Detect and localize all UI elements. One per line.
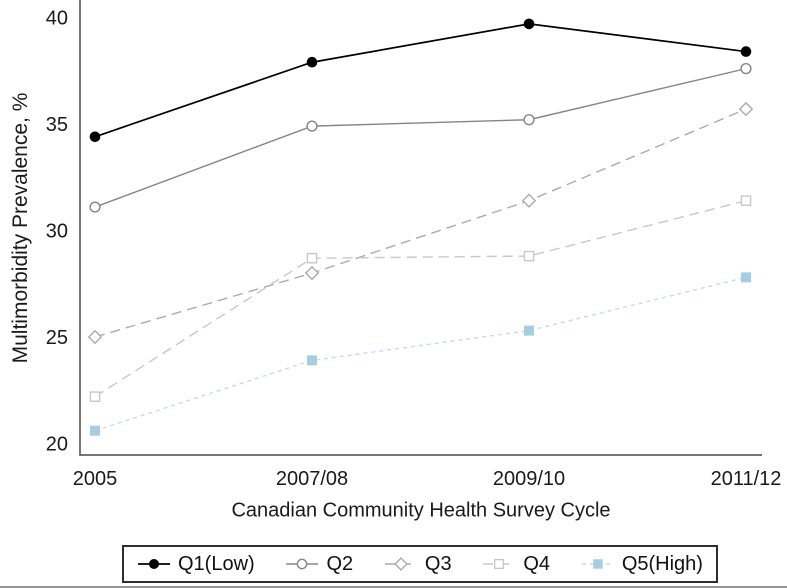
data-point-marker xyxy=(87,329,103,345)
x-axis-title: Canadian Community Health Survey Cycle xyxy=(231,499,611,522)
q4-open-square-marker-icon xyxy=(483,558,516,570)
legend-item-q5-high: Q5(High) xyxy=(581,553,703,576)
series-line-1 xyxy=(94,23,747,138)
legend-label: Q1(Low) xyxy=(178,552,255,575)
data-point-marker xyxy=(306,56,318,68)
data-point-marker xyxy=(89,391,101,402)
data-point-marker xyxy=(494,558,505,570)
data-point-marker xyxy=(740,195,752,206)
x-tick-label: 2007/08 xyxy=(276,468,348,490)
legend: Q1(Low) Q2 Q3 Q4 Q5(High) xyxy=(122,545,718,583)
legend-label: Q3 xyxy=(424,552,452,575)
data-point-marker xyxy=(740,63,752,75)
data-point-marker xyxy=(90,425,100,436)
data-point-marker xyxy=(89,131,101,143)
x-tick-label: 2005 xyxy=(73,468,118,490)
figure-bottom-rule xyxy=(0,586,787,588)
y-tick-label: 25 xyxy=(46,327,68,349)
data-point-marker xyxy=(523,250,535,262)
y-tick-label: 40 xyxy=(46,8,68,30)
data-point-marker xyxy=(148,558,160,570)
legend-item-q2: Q2 xyxy=(285,553,353,576)
series-line-2 xyxy=(94,67,747,208)
x-tick-label: 2011/12 xyxy=(711,468,782,490)
data-point-marker xyxy=(306,120,318,132)
data-point-marker xyxy=(738,101,754,117)
legend-item-q3: Q3 xyxy=(384,553,452,576)
y-axis-title: Multimorbidity Prevalence, % xyxy=(9,92,32,364)
data-point-marker xyxy=(741,272,751,283)
axes-lines xyxy=(79,0,762,456)
q2-open-circle-marker-icon xyxy=(286,558,319,570)
data-point-marker xyxy=(306,252,318,264)
y-tick-label: 35 xyxy=(46,114,68,136)
q3-open-diamond-marker-icon xyxy=(384,557,417,571)
series-line-4 xyxy=(94,200,747,398)
legend-item-q1-low: Q1(Low) xyxy=(137,553,255,576)
data-point-marker xyxy=(89,201,101,213)
data-point-marker xyxy=(523,18,535,30)
legend-label: Q4 xyxy=(523,552,551,575)
data-point-marker xyxy=(297,558,308,570)
q5-filled-square-marker-icon xyxy=(581,559,614,569)
y-tick-label: 20 xyxy=(46,434,68,456)
series-line-3 xyxy=(94,108,747,338)
data-point-marker xyxy=(304,265,320,281)
data-point-marker xyxy=(307,355,317,366)
data-point-marker xyxy=(593,559,603,569)
data-point-marker xyxy=(394,557,408,571)
y-tick-label: 30 xyxy=(46,221,68,243)
legend-label: Q5(High) xyxy=(621,552,703,575)
legend-label: Q2 xyxy=(326,552,354,575)
data-point-marker xyxy=(740,46,752,57)
x-tick-label: 2009/10 xyxy=(493,468,565,490)
series-line-5 xyxy=(94,276,747,432)
data-point-marker xyxy=(523,114,535,126)
data-point-marker xyxy=(521,193,537,208)
q1-filled-circle-marker-icon xyxy=(138,558,170,570)
legend-item-q4: Q4 xyxy=(482,553,550,576)
data-point-marker xyxy=(524,325,534,336)
